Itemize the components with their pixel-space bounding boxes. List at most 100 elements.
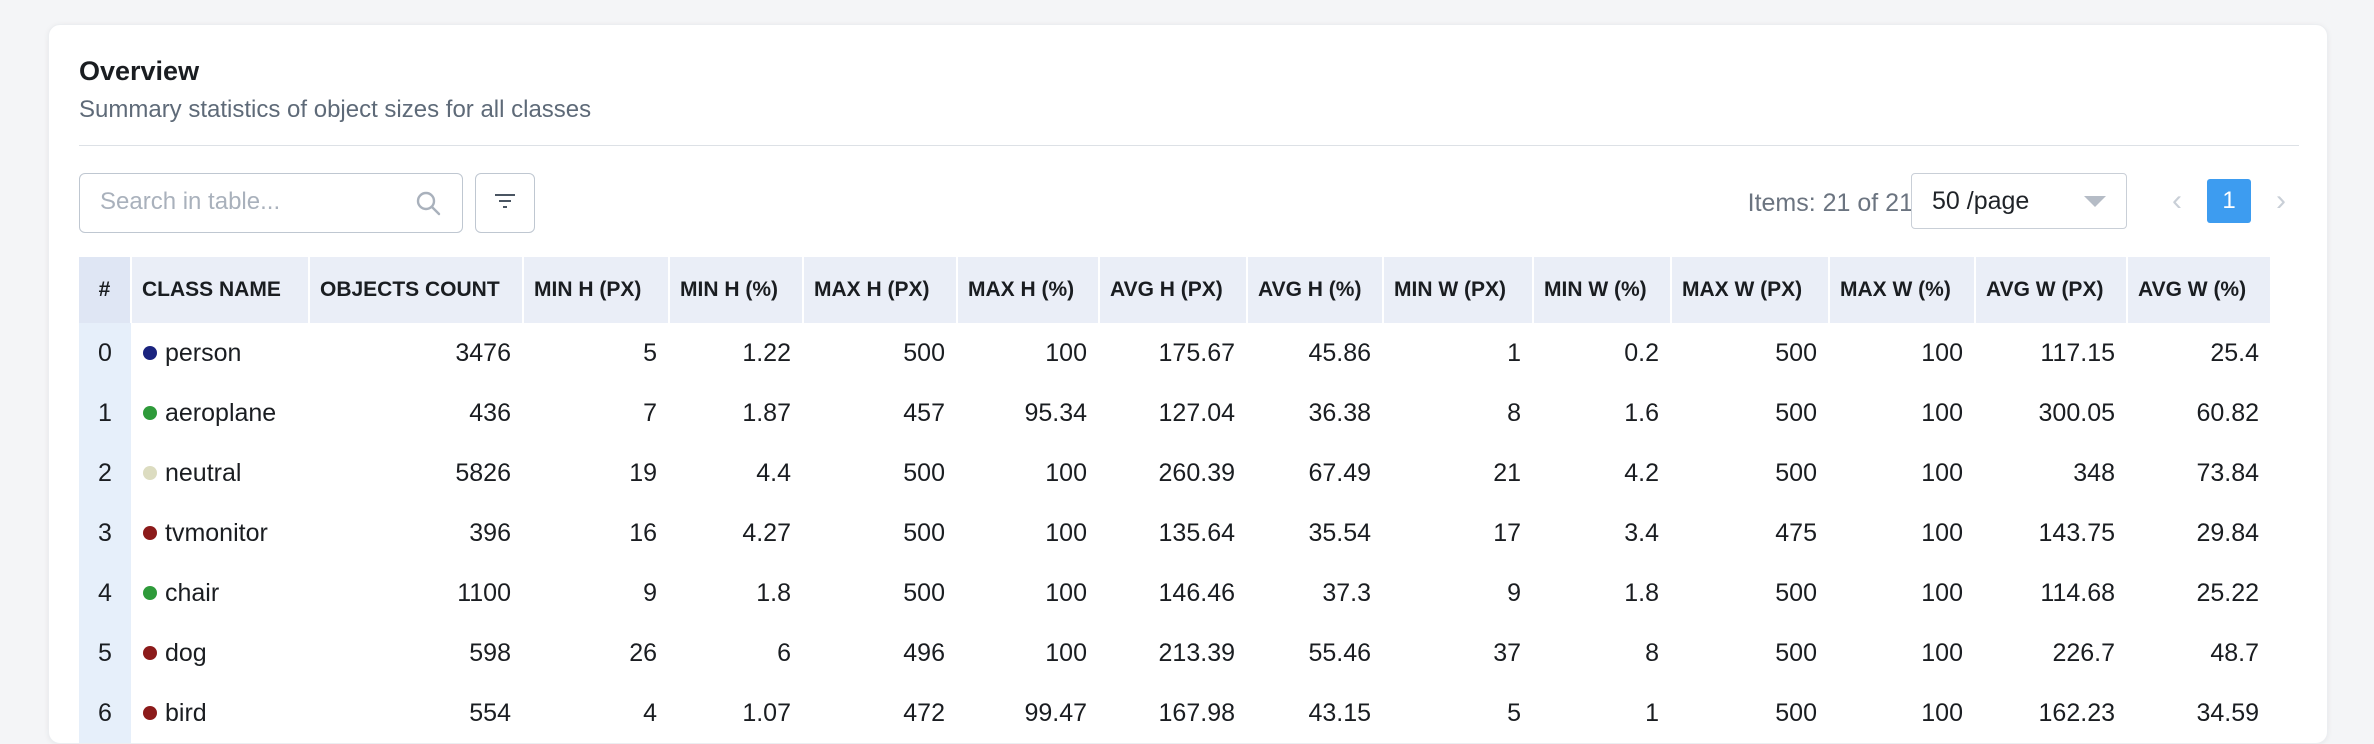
- table-cell: 19: [629, 458, 657, 487]
- column-header-avg-h-pct[interactable]: AVG H (%): [1247, 257, 1384, 323]
- pagination: ‹ 1 ›: [2159, 173, 2299, 229]
- table-cell: 554: [469, 698, 511, 727]
- class-name-label: chair: [165, 578, 220, 607]
- table-row[interactable]: 1 aeroplane 436 7 1.87 457 95.34 127.04 36.38 8 1.…: [79, 383, 2271, 443]
- table-body: 0 person 3476 5 1.22 500 100 175.67 45.86 1 0.2 500…: [79, 323, 2271, 743]
- table-cell: 475: [1775, 518, 1817, 547]
- table-cell: 100: [1921, 518, 1963, 547]
- table-cell: 26: [629, 638, 657, 667]
- chevron-right-icon[interactable]: ›: [2276, 184, 2286, 217]
- row-index: 6: [79, 683, 131, 743]
- table-cell: 500: [1775, 698, 1817, 727]
- class-name-label: person: [165, 338, 242, 367]
- table-cell: 1.87: [742, 398, 791, 427]
- column-header-avg-w-pct[interactable]: AVG W (%): [2127, 257, 2272, 323]
- table-cell: 37: [1493, 638, 1521, 667]
- table-cell: 67.49: [1308, 458, 1371, 487]
- column-header-max-w-pct[interactable]: MAX W (%): [1829, 257, 1976, 323]
- divider: [79, 145, 2299, 146]
- column-header-max-w-px[interactable]: MAX W (PX): [1671, 257, 1830, 323]
- table-cell: 5: [643, 338, 657, 367]
- table-row[interactable]: 3 tvmonitor 396 16 4.27 500 100 135.64 35.54 17 3.…: [79, 503, 2271, 563]
- search-input[interactable]: [100, 174, 420, 230]
- table-row[interactable]: 6 bird 554 4 1.07 472 99.47 167.98 43.15 5 1 500 100…: [79, 683, 2271, 743]
- table-cell: 37.3: [1322, 578, 1371, 607]
- table-row[interactable]: 0 person 3476 5 1.22 500 100 175.67 45.86 1 0.2 500…: [79, 323, 2271, 383]
- row-index: 2: [79, 443, 131, 503]
- table-cell: 1100: [457, 578, 511, 607]
- column-header-class-name[interactable]: CLASS NAME: [131, 257, 310, 323]
- table-cell: 143.75: [2038, 518, 2115, 547]
- column-header-objects-count[interactable]: OBJECTS COUNT: [309, 257, 524, 323]
- overview-card: Overview Summary statistics of object si…: [48, 24, 2328, 744]
- table-cell: 8: [1507, 398, 1521, 427]
- table-cell: 100: [1921, 338, 1963, 367]
- table-cell: 100: [1045, 338, 1087, 367]
- class-name-label: dog: [165, 638, 207, 667]
- table-cell: 117.15: [2040, 338, 2115, 367]
- search-icon[interactable]: [414, 189, 442, 217]
- table-cell: 29.84: [2196, 518, 2259, 547]
- column-header-min-h-pct[interactable]: MIN H (%): [669, 257, 804, 323]
- table-cell: 500: [903, 458, 945, 487]
- class-color-dot: [143, 525, 157, 540]
- table-cell: 100: [1921, 398, 1963, 427]
- table-cell: 25.4: [2210, 338, 2259, 367]
- column-header-max-h-pct[interactable]: MAX H (%): [957, 257, 1100, 323]
- table-cell: 226.7: [2052, 638, 2115, 667]
- column-header-avg-w-px[interactable]: AVG W (PX): [1975, 257, 2128, 323]
- table-cell: 213.39: [1158, 638, 1235, 667]
- table-cell: 1.07: [742, 698, 791, 727]
- table-cell: 436: [469, 398, 511, 427]
- table-cell: 5826: [455, 458, 511, 487]
- table-cell: 100: [1921, 458, 1963, 487]
- table-row[interactable]: 2 neutral 5826 19 4.4 500 100 260.39 67.49 21 4.2 5…: [79, 443, 2271, 503]
- table-cell: 114.68: [2040, 578, 2115, 607]
- table-cell: 1.22: [742, 338, 791, 367]
- column-header-index[interactable]: #: [79, 257, 132, 323]
- column-header-min-w-pct[interactable]: MIN W (%): [1533, 257, 1672, 323]
- class-name-label: neutral: [165, 458, 242, 487]
- table-cell: 6: [777, 638, 791, 667]
- table-cell: 457: [903, 398, 945, 427]
- table-cell: 496: [903, 638, 945, 667]
- table-cell: 162.23: [2038, 698, 2115, 727]
- table-cell: 500: [903, 578, 945, 607]
- table-cell: 396: [469, 518, 511, 547]
- table-cell: 348: [2073, 458, 2115, 487]
- page-size-select[interactable]: 50 /page: [1911, 173, 2127, 229]
- column-header-min-w-px[interactable]: MIN W (PX): [1383, 257, 1534, 323]
- row-index: 1: [79, 383, 131, 443]
- row-index: 4: [79, 563, 131, 623]
- stats-table-wrap: # CLASS NAME OBJECTS COUNT MIN H (PX) MI…: [79, 257, 2299, 743]
- table-header-row: # CLASS NAME OBJECTS COUNT MIN H (PX) MI…: [79, 257, 2272, 323]
- chevron-left-icon[interactable]: ‹: [2172, 184, 2182, 217]
- search-box[interactable]: [79, 173, 463, 233]
- table-cell: 7: [643, 398, 657, 427]
- table-cell: 500: [1775, 578, 1817, 607]
- class-name-label: tvmonitor: [165, 518, 268, 547]
- table-cell: 1.8: [1624, 578, 1659, 607]
- table-row[interactable]: 4 chair 1100 9 1.8 500 100 146.46 37.3 9 1.8 500 100…: [79, 563, 2271, 623]
- table-cell: 127.04: [1158, 398, 1235, 427]
- table-row[interactable]: 5 dog 598 26 6 496 100 213.39 55.46 37 8 500 100 226.…: [79, 623, 2271, 683]
- table-cell: 3.4: [1624, 518, 1659, 547]
- table-cell: 167.98: [1158, 698, 1235, 727]
- page-button-current[interactable]: 1: [2207, 179, 2251, 223]
- column-header-max-h-px[interactable]: MAX H (PX): [803, 257, 958, 323]
- column-header-min-h-px[interactable]: MIN H (PX): [523, 257, 670, 323]
- page-size-value: 50 /page: [1932, 187, 2030, 215]
- table-cell: 500: [903, 338, 945, 367]
- class-color-dot: [143, 405, 157, 420]
- class-color-dot: [143, 345, 157, 360]
- column-header-avg-h-px[interactable]: AVG H (PX): [1099, 257, 1248, 323]
- card-header: Overview Summary statistics of object si…: [79, 53, 2299, 127]
- table-cell: 5: [1507, 698, 1521, 727]
- table-cell: 100: [1045, 458, 1087, 487]
- table-cell: 500: [1775, 398, 1817, 427]
- class-color-dot: [143, 585, 157, 600]
- filter-button[interactable]: [475, 173, 535, 233]
- row-index: 3: [79, 503, 131, 563]
- table-cell: 9: [643, 578, 657, 607]
- table-toolbar: Items: 21 of 21 50 /page ‹ 1 ›: [79, 173, 2299, 233]
